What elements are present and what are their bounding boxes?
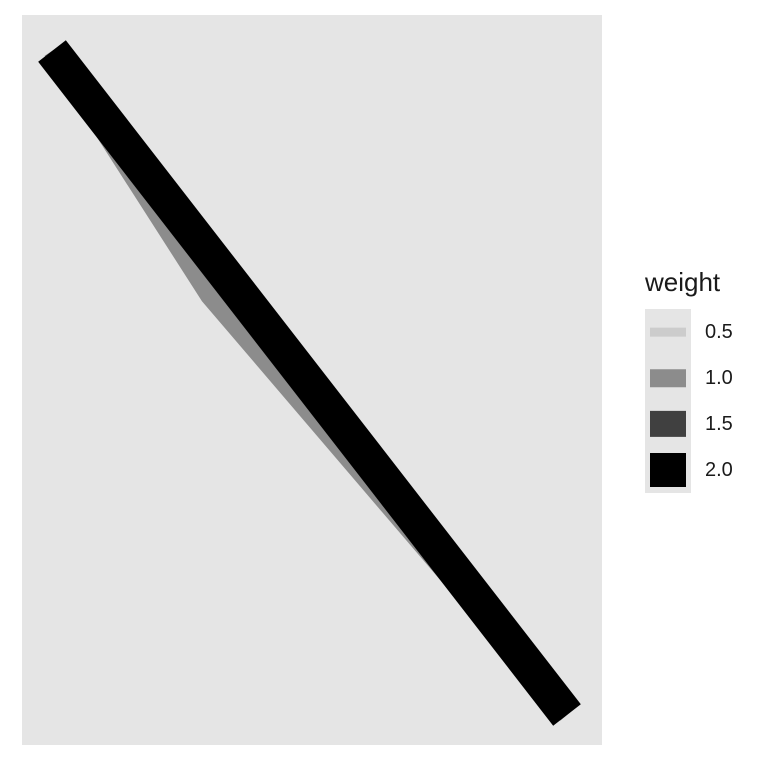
legend-key	[645, 355, 691, 401]
legend-key	[645, 447, 691, 493]
legend-swatch	[650, 453, 686, 487]
legend-swatch	[650, 410, 686, 438]
legend-item: 2.0	[645, 447, 755, 493]
legend-label: 1.5	[705, 412, 733, 435]
plot-panel	[22, 15, 602, 745]
legend-label: 1.0	[705, 366, 733, 389]
legend-label: 2.0	[705, 458, 733, 481]
legend-swatch	[650, 327, 686, 337]
legend-label: 0.5	[705, 320, 733, 343]
legend: weight 0.5 1.0 1.5	[645, 265, 755, 493]
legend-item: 1.0	[645, 355, 755, 401]
legend-item: 1.5	[645, 401, 755, 447]
edges-layer	[38, 40, 581, 726]
legend-keys: 0.5 1.0 1.5 2.0	[645, 309, 755, 493]
edge-weight-2	[38, 40, 581, 726]
legend-swatch	[650, 369, 686, 387]
legend-title: weight	[645, 267, 721, 297]
legend-key	[645, 309, 691, 355]
legend-item: 0.5	[645, 309, 755, 355]
legend-key	[645, 401, 691, 447]
